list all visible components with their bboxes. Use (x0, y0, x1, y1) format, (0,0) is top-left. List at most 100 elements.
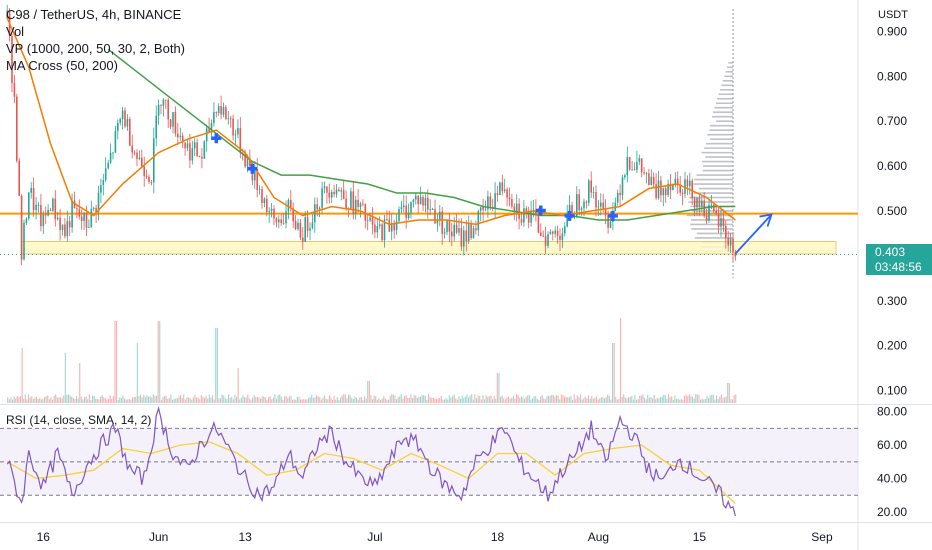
volume-bar (248, 398, 250, 403)
volume-bar (456, 399, 458, 403)
volume-bar (111, 399, 113, 403)
volume-bar (415, 395, 417, 403)
candle-body (713, 204, 715, 211)
volume-bar (327, 399, 329, 403)
candle-body (64, 224, 66, 237)
volume-bar (548, 395, 550, 403)
candle-body (184, 142, 186, 149)
volume-bar (256, 397, 258, 403)
volume-bar (589, 398, 591, 403)
volume-bar (676, 398, 678, 403)
volume-bar (447, 399, 449, 403)
volume-bar (504, 399, 506, 403)
volume-bar (557, 395, 559, 403)
volume-bar (610, 399, 612, 403)
volume-bar (269, 396, 271, 403)
volume-bar (152, 394, 154, 403)
volume-bar (700, 399, 702, 403)
volume-bar (496, 373, 498, 403)
candle-body (628, 157, 631, 170)
volume-legend[interactable]: Vol (6, 24, 25, 39)
volume-bar (36, 396, 38, 403)
volume-bar (31, 396, 33, 403)
volume-bar (490, 395, 492, 403)
candle-body (162, 99, 165, 106)
volume-bar (264, 397, 266, 403)
volume-bar (143, 394, 145, 403)
volume-bar (508, 396, 510, 403)
ma-cross-legend[interactable]: MA Cross (50, 200) (6, 58, 118, 73)
volume-bar (648, 397, 650, 403)
volume-bar (573, 394, 575, 403)
volume-bar (340, 397, 342, 403)
candle-body (540, 232, 542, 236)
volume-bar (517, 395, 519, 403)
candle-body (626, 157, 629, 176)
candle-body (477, 210, 480, 231)
volume-profile-legend[interactable]: VP (1000, 200, 50, 30, 2, Both) (6, 41, 185, 56)
volume-bar (628, 397, 630, 403)
volume-bar (320, 399, 322, 403)
volume-bar (157, 321, 159, 403)
candle-body (258, 189, 261, 190)
candle-body (148, 176, 150, 182)
volume-bar (373, 395, 375, 403)
candle-body (359, 203, 362, 207)
volume-bar (352, 399, 354, 403)
volume-bar (239, 399, 241, 403)
volume-bar (600, 397, 602, 403)
volume-bar (594, 397, 596, 403)
candle-body (602, 202, 604, 209)
volume-bar (68, 394, 70, 403)
volume-bar (626, 398, 628, 403)
volume-bar (346, 398, 348, 403)
volume-bar (74, 398, 76, 403)
volume-bar (493, 396, 495, 403)
chart-legend: C98 / TetherUS, 4h, BINANCE Vol VP (1000… (6, 6, 185, 74)
volume-bar (170, 394, 172, 403)
volume-bar (349, 394, 351, 403)
volume-bar (452, 396, 454, 403)
candle-body (429, 209, 431, 210)
candle-body (725, 225, 727, 239)
volume-bar (541, 394, 543, 403)
rsi-legend[interactable]: RSI (14, close, SMA, 14, 2) (6, 413, 152, 427)
volume-bar (96, 399, 98, 403)
volume-bar (160, 399, 162, 403)
volume-bar (484, 399, 486, 403)
candle-body (42, 214, 45, 227)
volume-bar (621, 396, 623, 403)
candle-body (354, 199, 357, 214)
candle-body (210, 123, 213, 133)
volume-bar (424, 395, 426, 403)
volume-bar (532, 398, 534, 403)
volume-bar (234, 395, 236, 403)
volume-bar (704, 399, 706, 403)
volume-bar (47, 395, 49, 403)
volume-bar (404, 396, 406, 403)
candle-body (273, 208, 275, 219)
candle-body (588, 180, 590, 203)
candle-body (386, 219, 388, 220)
volume-bar (114, 321, 116, 403)
volume-bar (554, 396, 556, 403)
symbol-title[interactable]: C98 / TetherUS, 4h, BINANCE (6, 7, 182, 22)
volume-bar (407, 397, 409, 403)
volume-bar (292, 399, 294, 403)
candle-body (662, 188, 665, 196)
candle-body (189, 143, 191, 161)
volume-bar (178, 396, 180, 403)
volume-bar (189, 398, 191, 403)
candle-body (20, 195, 23, 260)
rsi-line (6, 406, 736, 517)
volume-bar (444, 399, 446, 403)
volume-bar (365, 398, 367, 403)
volume-bar (476, 398, 478, 403)
candle-body (708, 204, 710, 221)
candle-body (595, 192, 597, 208)
time-tick-label: Sep (811, 530, 833, 544)
candle-body (395, 221, 398, 231)
candle-body (114, 130, 117, 153)
candle-body (239, 128, 242, 153)
candle-body (290, 200, 292, 209)
